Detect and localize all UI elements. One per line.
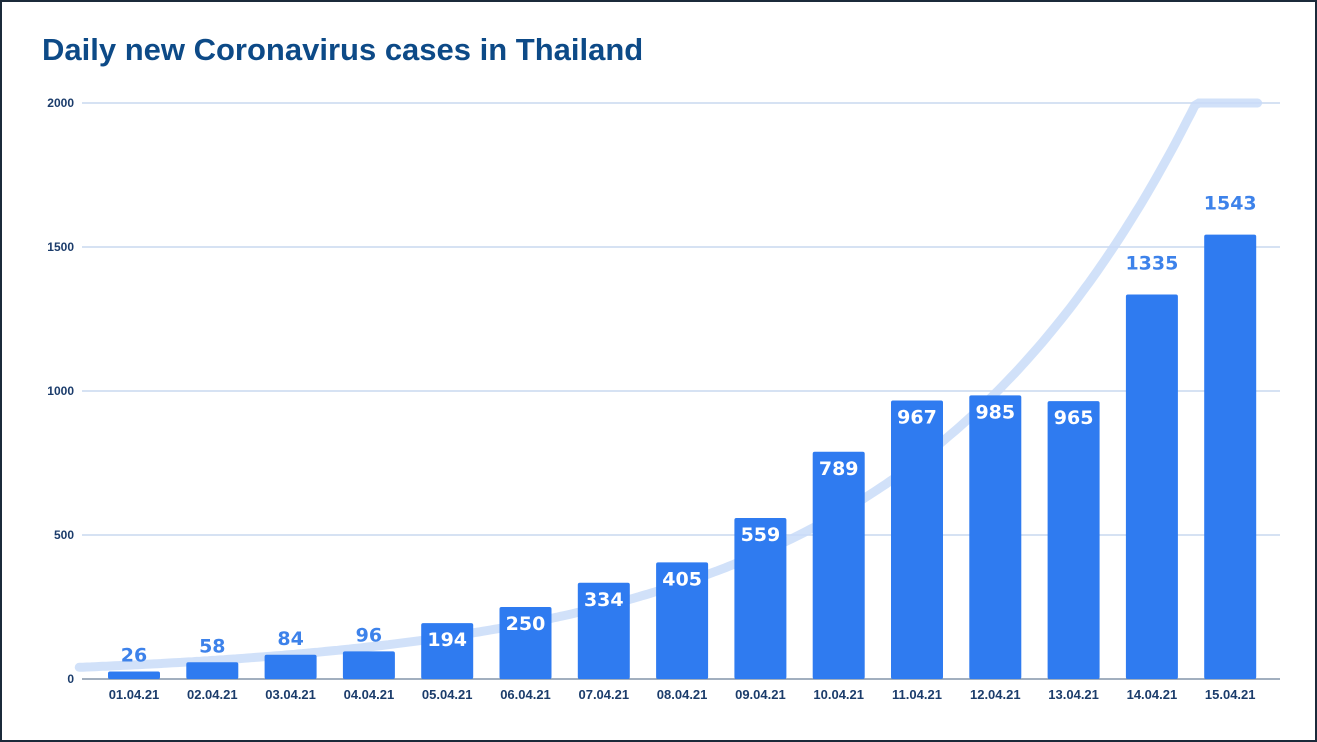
- x-tick-label: 05.04.21: [422, 687, 473, 702]
- x-tick-label: 01.04.21: [109, 687, 160, 702]
- bar: [812, 451, 865, 679]
- bar: [264, 654, 317, 679]
- bar: [891, 400, 943, 679]
- data-label: 985: [975, 401, 1015, 423]
- bar: [421, 623, 474, 679]
- data-label: 96: [356, 624, 382, 646]
- x-tick-label: 11.04.21: [892, 687, 942, 702]
- x-tick-label: 12.04.21: [970, 687, 1021, 702]
- data-label: 965: [1054, 407, 1094, 429]
- data-label: 194: [427, 629, 467, 651]
- data-label: 405: [662, 568, 702, 590]
- data-label: 334: [584, 589, 624, 611]
- chart-title: Daily new Coronavirus cases in Thailand: [42, 32, 644, 67]
- x-tick-label: 08.04.21: [657, 687, 708, 702]
- y-tick-label: 1000: [47, 384, 74, 398]
- data-label: 84: [277, 628, 303, 650]
- x-tick-label: 07.04.21: [578, 687, 629, 702]
- x-tick-label: 02.04.21: [187, 687, 238, 702]
- bar: [577, 582, 630, 679]
- x-tick-label: 15.04.21: [1205, 687, 1256, 702]
- bar: [108, 671, 160, 679]
- bar: [1047, 401, 1100, 679]
- bar: [969, 395, 1022, 679]
- bar: [656, 562, 709, 679]
- x-tick-label: 03.04.21: [265, 687, 316, 702]
- data-label: 1335: [1125, 253, 1178, 275]
- x-tick-label: 14.04.21: [1127, 687, 1178, 702]
- bar: [342, 651, 395, 679]
- data-label: 58: [199, 635, 225, 657]
- bar: [1125, 294, 1178, 679]
- data-label: 789: [819, 458, 859, 480]
- y-tick-label: 500: [54, 528, 74, 542]
- x-tick-label: 13.04.21: [1048, 687, 1099, 702]
- data-label: 967: [897, 407, 937, 429]
- bar: [186, 662, 239, 679]
- x-tick-label: 09.04.21: [735, 687, 786, 702]
- x-tick-label: 10.04.21: [813, 687, 864, 702]
- data-label: 26: [121, 645, 147, 667]
- x-tick-label: 06.04.21: [500, 687, 551, 702]
- data-label: 250: [506, 613, 546, 635]
- bar: [499, 607, 552, 679]
- data-label: 1543: [1204, 193, 1257, 215]
- y-tick-label: 0: [67, 672, 74, 686]
- bar: [1204, 234, 1257, 679]
- bar: [734, 518, 787, 679]
- y-tick-label: 2000: [47, 96, 74, 110]
- y-tick-label: 1500: [47, 240, 74, 254]
- data-label: 559: [741, 524, 781, 546]
- x-tick-label: 04.04.21: [344, 687, 395, 702]
